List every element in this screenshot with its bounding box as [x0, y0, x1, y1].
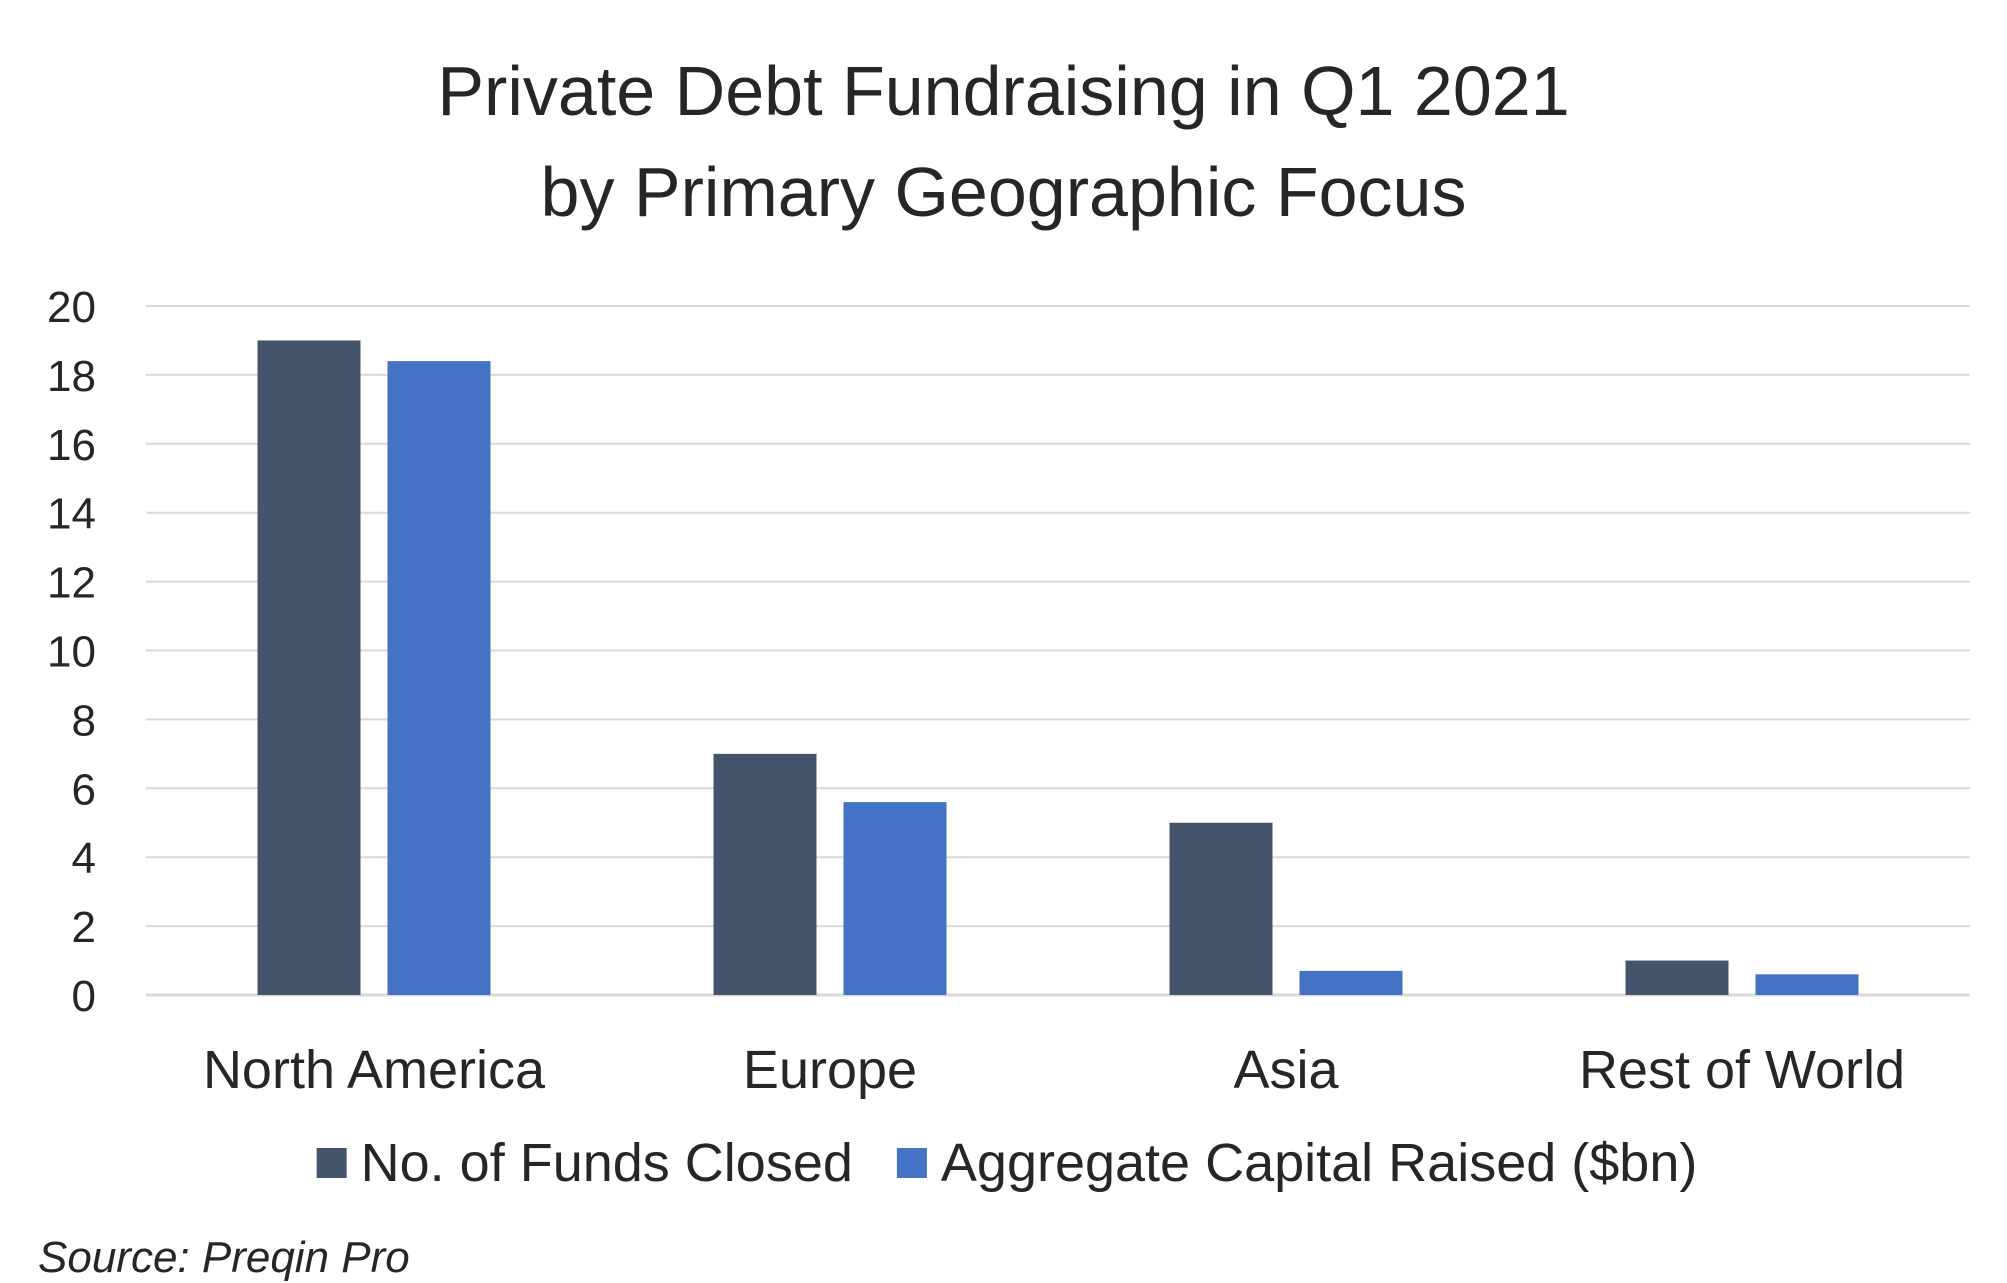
x-tick-label: Rest of World: [1579, 1040, 1905, 1100]
y-axis: 0 2 4 6 8 10 12 14 16 18 20: [47, 283, 1970, 1021]
legend: No. of Funds Closed Aggregate Capital Rai…: [316, 1133, 1697, 1193]
y-tick-label: 0: [72, 972, 96, 1021]
source-note: Source: Preqin Pro: [38, 1233, 410, 1282]
y-tick-label: 20: [47, 283, 96, 332]
y-tick-label: 6: [72, 765, 96, 814]
legend-label: Aggregate Capital Raised ($bn): [941, 1133, 1697, 1193]
y-tick-label: 14: [47, 490, 96, 539]
chart-title: Private Debt Fundraising in Q1 2021: [437, 52, 1570, 130]
y-tick-label: 2: [72, 903, 96, 952]
chart-subtitle: by Primary Geographic Focus: [540, 153, 1467, 231]
bars: [257, 340, 1859, 995]
bar-funds-closed-3: [1625, 960, 1729, 995]
bar-capital-raised-3: [1755, 974, 1859, 995]
y-tick-label: 12: [47, 559, 96, 608]
legend-swatch: [896, 1148, 927, 1178]
legend-label: No. of Funds Closed: [361, 1133, 853, 1193]
bar-funds-closed-2: [1169, 822, 1273, 995]
y-tick-label: 18: [47, 352, 96, 401]
x-tick-label: Europe: [743, 1040, 917, 1100]
y-tick-label: 16: [47, 421, 96, 470]
y-tick-label: 4: [72, 834, 96, 883]
y-tick-label: 8: [72, 696, 96, 745]
x-tick-label: Asia: [1233, 1040, 1339, 1100]
y-tick-label: 10: [47, 628, 96, 677]
bar-capital-raised-1: [843, 802, 947, 995]
bar-capital-raised-2: [1299, 970, 1403, 995]
x-axis: North America Europe Asia Rest of World: [203, 1040, 1905, 1100]
bar-funds-closed-0: [257, 340, 361, 995]
legend-swatch: [316, 1148, 347, 1178]
bar-funds-closed-1: [713, 753, 817, 995]
bar-capital-raised-0: [387, 361, 491, 995]
x-tick-label: North America: [203, 1040, 546, 1100]
